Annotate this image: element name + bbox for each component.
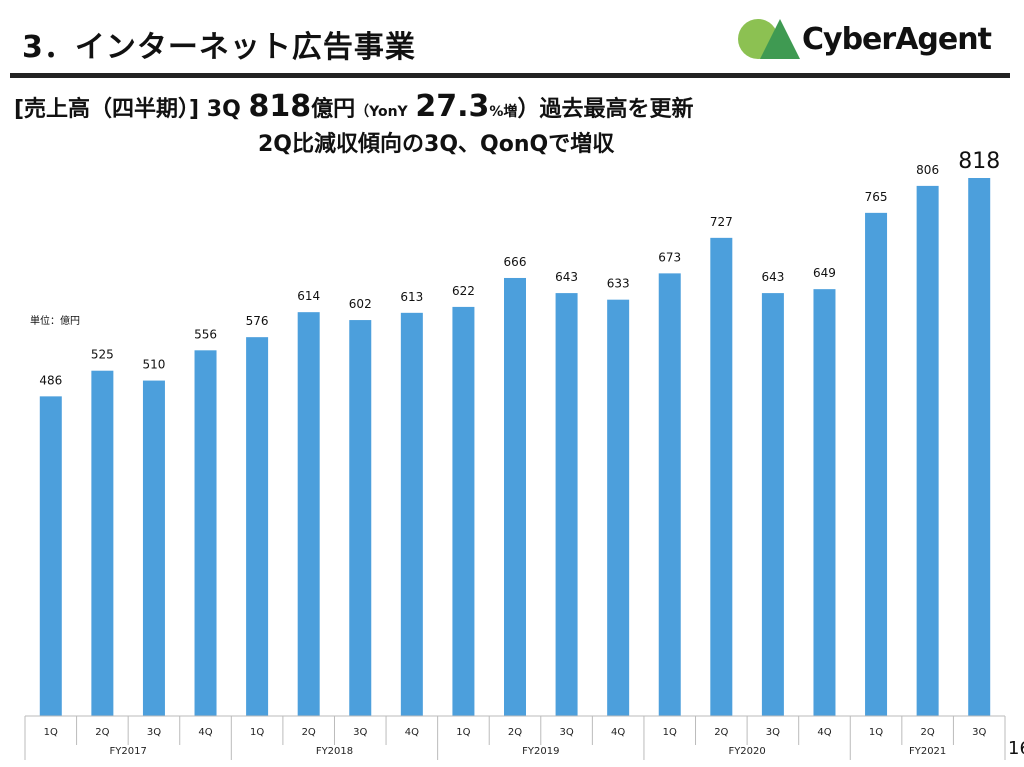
bar: [658, 273, 681, 716]
bar: [246, 337, 269, 716]
group-label: FY2017: [110, 746, 147, 757]
data-label: 643: [555, 270, 578, 284]
group-label: FY2021: [909, 746, 946, 757]
bar: [400, 312, 423, 716]
tick-label: 1Q: [869, 727, 883, 738]
data-label: 666: [504, 255, 527, 269]
headline-yoy-value: 27.3: [415, 89, 490, 124]
tick-label: 4Q: [405, 727, 419, 738]
bar: [142, 380, 165, 716]
tick-label: 2Q: [302, 727, 316, 738]
bar: [452, 306, 475, 716]
headline-yoy-unit: %増: [489, 104, 518, 120]
data-label: 818: [958, 149, 1000, 174]
data-label: 727: [710, 215, 733, 229]
unit-label: 単位：億円: [30, 316, 80, 327]
group-label: FY2018: [316, 746, 353, 757]
data-label: 806: [916, 163, 939, 177]
page-title: 3．インターネット広告事業: [22, 30, 416, 65]
bar: [297, 312, 320, 716]
bar: [349, 320, 372, 716]
data-label: 643: [761, 270, 784, 284]
data-label: 525: [91, 348, 114, 362]
data-label: 602: [349, 297, 372, 311]
data-label: 622: [452, 284, 475, 298]
bar: [607, 299, 630, 716]
tick-label: 1Q: [44, 727, 58, 738]
bar: [761, 293, 784, 716]
bar: [813, 289, 836, 716]
bar: [555, 293, 578, 716]
bar: [91, 370, 114, 716]
tick-label: 4Q: [198, 727, 212, 738]
tick-label: 1Q: [663, 727, 677, 738]
data-label: 649: [813, 266, 836, 280]
data-label: 510: [142, 358, 165, 372]
data-label: 486: [39, 373, 62, 387]
bar: [865, 212, 888, 716]
tick-label: 3Q: [147, 727, 161, 738]
bar: [504, 277, 526, 716]
headline-yoy-close: ）: [517, 97, 540, 122]
tick-label: 1Q: [250, 727, 264, 738]
data-label: 673: [658, 250, 681, 264]
bar: [194, 350, 217, 716]
tick-label: 2Q: [921, 727, 935, 738]
headline-line2: 2Q比減収傾向の3Q、QonQで増収: [258, 132, 615, 157]
logo-text: CyberAgent: [802, 21, 992, 57]
tick-label: 2Q: [95, 727, 109, 738]
tick-label: 3Q: [353, 727, 367, 738]
tick-label: 4Q: [817, 727, 831, 738]
tick-label: 3Q: [972, 727, 986, 738]
tick-label: 3Q: [766, 727, 780, 738]
headline-quarter: 3Q: [206, 97, 241, 122]
headline-yoy-open: （YonY: [355, 104, 408, 120]
tick-label: 2Q: [714, 727, 728, 738]
title-divider: [10, 73, 1010, 78]
data-label: 614: [297, 289, 320, 303]
ca-logo-mark-icon: [738, 17, 800, 61]
tick-label: 4Q: [611, 727, 625, 738]
data-label: 576: [246, 314, 269, 328]
headline-tail: 過去最高を更新: [539, 97, 694, 122]
page-number: 16: [1008, 738, 1024, 759]
headline-value: 818: [248, 89, 312, 124]
group-label: FY2019: [522, 746, 559, 757]
headline: [売上高（四半期）] 3Q 818億円（YonY 27.3%増）過去最高を更新: [14, 90, 693, 129]
tick-label: 1Q: [456, 727, 470, 738]
bar: [916, 185, 939, 716]
tick-label: 3Q: [559, 727, 573, 738]
tick-label: 2Q: [508, 727, 522, 738]
bar: [39, 396, 62, 716]
data-label: 765: [865, 190, 888, 204]
data-label: 633: [607, 277, 630, 291]
headline-prefix: [売上高（四半期）]: [14, 97, 200, 122]
bar: [710, 237, 733, 716]
cyberagent-logo: CyberAgent: [738, 14, 1008, 64]
data-label: 613: [400, 290, 423, 304]
data-label: 556: [194, 327, 217, 341]
bar: [968, 178, 991, 716]
group-label: FY2020: [728, 746, 765, 757]
headline-unit: 億円: [311, 97, 356, 122]
